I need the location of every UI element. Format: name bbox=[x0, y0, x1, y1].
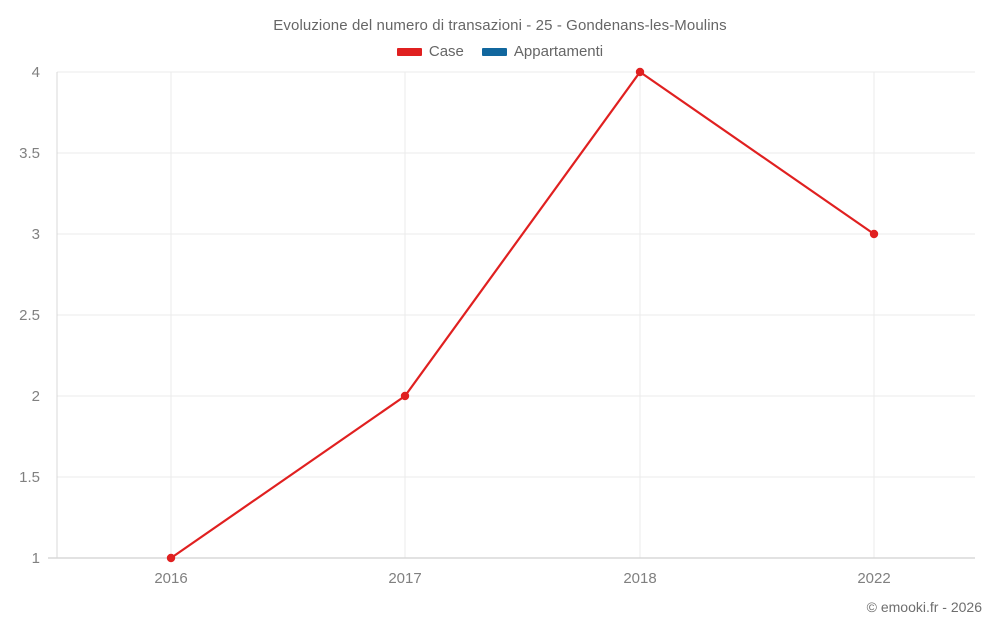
x-tick-label: 2016 bbox=[154, 570, 187, 587]
chart-legend: Case Appartamenti bbox=[0, 44, 1000, 60]
legend-label-case: Case bbox=[428, 43, 464, 60]
legend-label-appartamenti: Appartamenti bbox=[513, 43, 604, 60]
axis-lines bbox=[48, 72, 975, 559]
y-tick-label: 2 bbox=[32, 388, 40, 405]
x-axis-ticks: 2016 2017 2018 2022 bbox=[154, 570, 890, 587]
y-tick-label: 3 bbox=[32, 226, 40, 243]
y-tick-label: 1.5 bbox=[19, 469, 40, 486]
x-tick-label: 2017 bbox=[388, 570, 421, 587]
chart-title: Evoluzione del numero di transazioni - 2… bbox=[273, 17, 727, 34]
y-axis-ticks: 1 1.5 2 2.5 3 3.5 4 bbox=[19, 64, 40, 567]
grid-lines bbox=[57, 71, 975, 558]
series-line bbox=[169, 70, 876, 560]
data-point-marker[interactable] bbox=[400, 391, 410, 401]
legend-item-case[interactable]: Case bbox=[396, 43, 464, 60]
legend-swatch-appartamenti bbox=[481, 48, 507, 56]
legend-swatch-case bbox=[396, 48, 422, 56]
data-point-marker[interactable] bbox=[635, 67, 645, 77]
data-point-marker[interactable] bbox=[869, 229, 879, 239]
y-tick-label: 1 bbox=[32, 550, 40, 567]
copyright-credit: © emooki.fr - 2026 bbox=[866, 599, 982, 615]
series-case bbox=[166, 67, 879, 563]
legend-item-appartamenti[interactable]: Appartamenti bbox=[481, 43, 604, 60]
x-tick-label: 2022 bbox=[857, 570, 890, 587]
data-point-marker[interactable] bbox=[166, 553, 176, 563]
y-tick-label: 3.5 bbox=[19, 145, 40, 162]
x-tick-label: 2018 bbox=[623, 570, 656, 587]
y-tick-label: 4 bbox=[32, 64, 40, 81]
y-tick-label: 2.5 bbox=[19, 307, 40, 324]
